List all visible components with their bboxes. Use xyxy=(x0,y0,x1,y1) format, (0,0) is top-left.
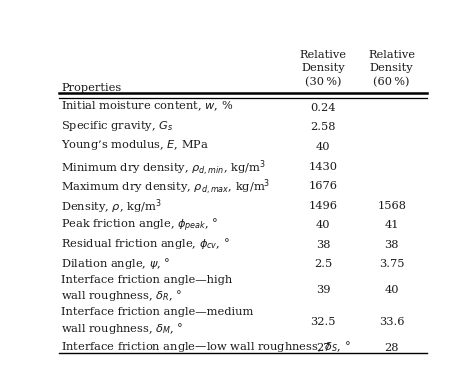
Text: 40: 40 xyxy=(316,220,330,230)
Text: Relative
Density
(30 %): Relative Density (30 %) xyxy=(300,50,346,87)
Text: Interface friction angle—high
wall roughness, $\delta_R$, °: Interface friction angle—high wall rough… xyxy=(61,275,232,303)
Text: 0.24: 0.24 xyxy=(310,103,336,113)
Text: Maximum dry density, $\rho_{d,max}$, kg/m$^3$: Maximum dry density, $\rho_{d,max}$, kg/… xyxy=(61,178,270,197)
Text: 1568: 1568 xyxy=(377,201,406,211)
Text: 41: 41 xyxy=(384,220,399,230)
Text: 1430: 1430 xyxy=(309,162,337,172)
Text: 2.5: 2.5 xyxy=(314,259,332,269)
Text: 32.5: 32.5 xyxy=(310,317,336,327)
Text: 33.6: 33.6 xyxy=(379,317,404,327)
Text: Interface friction angle—medium
wall roughness, $\delta_M$, °: Interface friction angle—medium wall rou… xyxy=(61,307,254,336)
Text: Properties: Properties xyxy=(61,83,121,93)
Text: 40: 40 xyxy=(316,142,330,152)
Text: 27: 27 xyxy=(316,343,330,353)
Text: Density, $\rho$, kg/m$^3$: Density, $\rho$, kg/m$^3$ xyxy=(61,197,162,216)
Text: 1676: 1676 xyxy=(309,181,337,191)
Text: 39: 39 xyxy=(316,285,330,295)
Text: 38: 38 xyxy=(384,240,399,250)
Text: Interface friction angle—low wall roughness, $\delta_S$, °: Interface friction angle—low wall roughn… xyxy=(61,339,351,354)
Text: Initial moisture content, $w$, %: Initial moisture content, $w$, % xyxy=(61,99,233,113)
Text: 28: 28 xyxy=(384,343,399,353)
Text: Minimum dry density, $\rho_{d,min}$, kg/m$^3$: Minimum dry density, $\rho_{d,min}$, kg/… xyxy=(61,158,266,178)
Text: Residual friction angle, $\phi_{cv}$, °: Residual friction angle, $\phi_{cv}$, ° xyxy=(61,236,230,251)
Text: 3.75: 3.75 xyxy=(379,259,404,269)
Text: 2.58: 2.58 xyxy=(310,122,336,132)
Text: 40: 40 xyxy=(384,285,399,295)
Text: 38: 38 xyxy=(316,240,330,250)
Text: Dilation angle, $\psi$, °: Dilation angle, $\psi$, ° xyxy=(61,256,171,270)
Text: Specific gravity, $G_s$: Specific gravity, $G_s$ xyxy=(61,119,173,133)
Text: Relative
Density
(60 %): Relative Density (60 %) xyxy=(368,50,415,87)
Text: Peak friction angle, $\phi_{peak}$, °: Peak friction angle, $\phi_{peak}$, ° xyxy=(61,216,219,234)
Text: Young’s modulus, $E$, MPa: Young’s modulus, $E$, MPa xyxy=(61,138,209,153)
Text: 1496: 1496 xyxy=(309,201,337,211)
